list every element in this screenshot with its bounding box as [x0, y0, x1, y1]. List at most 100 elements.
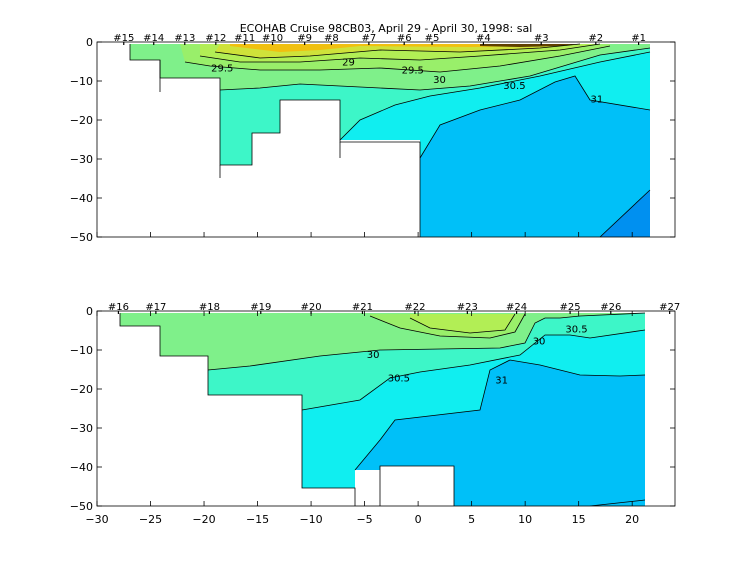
top-salinity-section-plot: 0−10−20−30−40−50 #15 #14 #13 #12 #11 #10 #9 #8 #… — [70, 22, 676, 244]
bottom-layer-30 — [208, 313, 645, 410]
top-contour-29 — [199, 43, 601, 63]
bottom-seafloor-outline — [119, 313, 356, 506]
top-station-label: #11 — [234, 33, 255, 44]
top-layer-31 — [420, 76, 650, 237]
bottom-x-tick-label: −30 — [85, 513, 108, 526]
top-y-tick-label: −10 — [70, 75, 93, 88]
bottom-contour-labels: 30 30.5 30 30.5 31 — [367, 325, 588, 387]
top-station-label: #5 — [425, 33, 440, 44]
top-y-tick-label: −30 — [70, 153, 93, 166]
bottom-x-tick-label: −15 — [246, 513, 269, 526]
top-contour-31-5 — [599, 189, 651, 237]
top-contour-30 — [219, 47, 651, 91]
bottom-contour-label: 30.5 — [565, 325, 587, 336]
bottom-contour-30-5 — [301, 329, 646, 411]
bottom-y-tick-label: −20 — [70, 383, 93, 396]
bottom-x-tick-label: −5 — [356, 513, 372, 526]
bottom-x-tick-label: 0 — [415, 513, 422, 526]
bottom-x-tick-label: −25 — [139, 513, 162, 526]
bottom-y-tick-label: −50 — [70, 500, 93, 513]
top-seafloor-mask — [97, 60, 420, 237]
bottom-y-ticks: 0 −10 −20 −30 −40 −50 — [70, 305, 675, 513]
bottom-contour-29 — [409, 313, 516, 334]
top-station-label: #8 — [324, 33, 339, 44]
bottom-station-label: #21 — [352, 302, 373, 313]
bottom-ridge-outline — [379, 465, 455, 506]
bottom-station-label: #26 — [600, 302, 621, 313]
bottom-contour-label: 30.5 — [388, 373, 410, 384]
bottom-station-label: #24 — [506, 302, 527, 313]
bottom-station-label: #27 — [659, 302, 680, 313]
bottom-x-ticks: −30 −25 −20 −15 −10 −5 0 5 10 15 20 — [85, 311, 639, 526]
bottom-contour-label: 30 — [367, 350, 380, 361]
top-station-label: #14 — [143, 33, 164, 44]
top-chart-title: ECOHAB Cruise 98CB03, April 29 - April 3… — [240, 22, 533, 35]
top-contour-30-5 — [339, 51, 651, 141]
top-y-ticks: 0 −10 −20 −30 −40 −50 — [70, 36, 675, 244]
bottom-y-tick-label: 0 — [86, 305, 93, 318]
bottom-ridge-mask — [380, 466, 454, 506]
bottom-station-label: #18 — [199, 302, 220, 313]
bottom-layer-31 — [355, 360, 645, 506]
top-axes-box — [96, 41, 676, 238]
top-y-tick-label: −40 — [70, 192, 93, 205]
top-y-tick-label: 0 — [86, 36, 93, 49]
bottom-x-tick-label: 5 — [468, 513, 475, 526]
bottom-contour-31 — [354, 359, 646, 471]
top-station-label: #3 — [534, 33, 549, 44]
bottom-salinity-section-plot: 0−10−20−30−40−50 −30 −25 −20 −15 −10 −5 0 5 10 15… — [70, 302, 680, 526]
bottom-axes-box — [96, 310, 676, 507]
top-right-mask — [650, 42, 675, 237]
top-contour-label: 29 — [342, 58, 355, 69]
bottom-y-tick-label: −30 — [70, 422, 93, 435]
top-station-label: #1 — [631, 33, 646, 44]
bottom-x-tick-label: 10 — [518, 513, 532, 526]
bottom-station-labels: #16 #17 #18 #19 #20 #21 #22 #23 #24 #25 #26 #27 — [108, 302, 680, 314]
bottom-layer-29-5 — [120, 313, 645, 395]
top-contour-label: 30 — [433, 75, 446, 86]
top-contour-label: 29.5 — [402, 65, 424, 76]
bottom-station-label: #16 — [108, 302, 129, 313]
bottom-x-tick-label: −20 — [192, 513, 215, 526]
bottom-contour-31-5 — [589, 499, 646, 506]
top-y-tick-label: −50 — [70, 231, 93, 244]
top-station-label: #10 — [262, 33, 283, 44]
top-station-label: #13 — [174, 33, 195, 44]
top-contour-29-5 — [184, 45, 611, 73]
bottom-layer-28-5 — [410, 314, 515, 333]
bottom-x-tick-label: 20 — [625, 513, 639, 526]
top-contour-lines — [184, 43, 651, 237]
top-station-label: #4 — [476, 33, 491, 44]
top-station-label: #12 — [205, 33, 226, 44]
bottom-seafloor-mask — [97, 326, 355, 506]
top-layer-dark-core — [480, 44, 575, 47]
bottom-contour-30 — [207, 312, 646, 371]
bottom-contour-lines — [207, 312, 646, 506]
bottom-station-label: #25 — [560, 302, 581, 313]
bottom-contour-label: 31 — [495, 375, 508, 386]
top-station-label: #9 — [297, 33, 312, 44]
top-contour-label: 30.5 — [503, 81, 525, 92]
bottom-station-label: #17 — [145, 302, 166, 313]
top-layer-29-5 — [130, 44, 650, 165]
top-contour-28-5 — [214, 43, 581, 59]
bottom-station-label: #20 — [301, 302, 322, 313]
top-contour-label: 29.5 — [211, 63, 233, 74]
top-y-tick-label: −20 — [70, 114, 93, 127]
top-contour-31 — [419, 75, 651, 159]
bottom-y-tick-label: −40 — [70, 461, 93, 474]
bottom-x-tick-label: 15 — [572, 513, 586, 526]
bottom-right-mask — [645, 311, 675, 506]
bottom-contour-label: 30 — [533, 336, 546, 347]
top-station-label: #6 — [397, 33, 412, 44]
bottom-station-label: #22 — [404, 302, 425, 313]
top-station-label: #7 — [361, 33, 376, 44]
bottom-station-label: #23 — [457, 302, 478, 313]
top-station-label: #2 — [588, 33, 603, 44]
bottom-contour-29-5 — [369, 313, 526, 339]
top-contour-label: 31 — [590, 95, 603, 106]
bottom-station-label: #19 — [250, 302, 271, 313]
top-station-label: #15 — [113, 33, 134, 44]
top-station-labels: #15 #14 #13 #12 #11 #10 #9 #8 #7 #6 #5 #4 #3 #2 #1 — [113, 33, 646, 45]
